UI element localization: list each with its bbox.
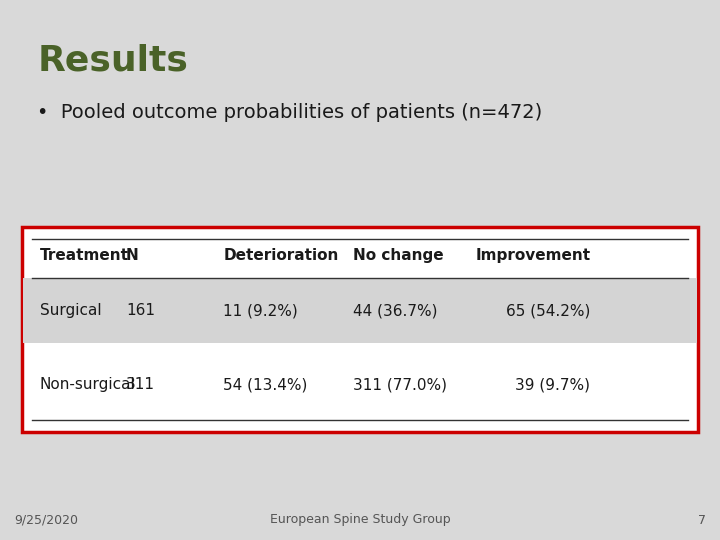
FancyBboxPatch shape [23, 278, 697, 343]
Text: 311: 311 [126, 377, 155, 392]
Text: Non-surgical: Non-surgical [40, 377, 135, 392]
Text: 54 (13.4%): 54 (13.4%) [223, 377, 307, 392]
Text: No change: No change [353, 248, 444, 262]
Text: 65 (54.2%): 65 (54.2%) [506, 303, 590, 318]
Text: 161: 161 [126, 303, 155, 318]
Text: Results: Results [37, 43, 189, 77]
Text: N: N [126, 248, 139, 262]
Text: 11 (9.2%): 11 (9.2%) [223, 303, 298, 318]
Text: European Spine Study Group: European Spine Study Group [270, 514, 450, 526]
Text: 9/25/2020: 9/25/2020 [14, 514, 78, 526]
Text: 311 (77.0%): 311 (77.0%) [353, 377, 447, 392]
Text: Surgical: Surgical [40, 303, 102, 318]
FancyBboxPatch shape [22, 227, 698, 432]
Text: 44 (36.7%): 44 (36.7%) [353, 303, 437, 318]
Text: 7: 7 [698, 514, 706, 526]
Text: Improvement: Improvement [475, 248, 590, 262]
Text: Deterioration: Deterioration [223, 248, 338, 262]
Text: •  Pooled outcome probabilities of patients (n=472): • Pooled outcome probabilities of patien… [37, 103, 543, 122]
Text: 39 (9.7%): 39 (9.7%) [516, 377, 590, 392]
Text: Treatment: Treatment [40, 248, 129, 262]
